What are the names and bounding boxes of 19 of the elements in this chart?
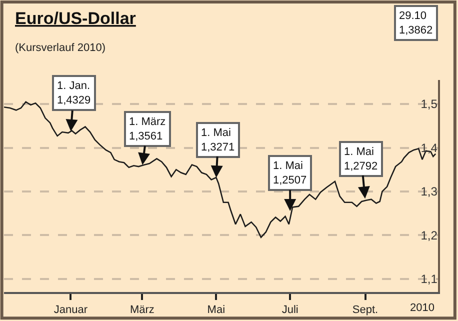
y-tick-label: 1,2 bbox=[420, 228, 438, 242]
chart-title: Euro/US-Dollar bbox=[15, 9, 136, 28]
annotation: 1. Mai 1,2507 bbox=[273, 160, 307, 186]
y-tick-label: 1,1 bbox=[420, 272, 438, 286]
x-tick-label: Mai bbox=[207, 304, 226, 316]
annotation: 1. März 1,3561 bbox=[129, 116, 166, 142]
annotation: 1. Mai 1,2792 bbox=[344, 146, 378, 172]
x-axis-title: 2010 bbox=[410, 302, 434, 314]
x-tick-label: Juli bbox=[282, 304, 298, 316]
chart-subtitle: (Kursverlauf 2010) bbox=[15, 42, 106, 54]
annotation: 1. Mai 1,3271 bbox=[201, 127, 235, 154]
y-tick-label: 1,5 bbox=[420, 97, 438, 112]
y-tick-label: 1,4 bbox=[420, 140, 438, 155]
x-tick-label: März bbox=[130, 304, 154, 316]
y-tick-label: 1,3 bbox=[420, 184, 438, 199]
annotation: 1. Jan. 1,4329 bbox=[57, 80, 91, 106]
x-tick-label: Sept. bbox=[352, 304, 378, 316]
x-tick-label: Januar bbox=[54, 304, 88, 316]
text: 29.10 1,3862 bbox=[399, 10, 433, 36]
